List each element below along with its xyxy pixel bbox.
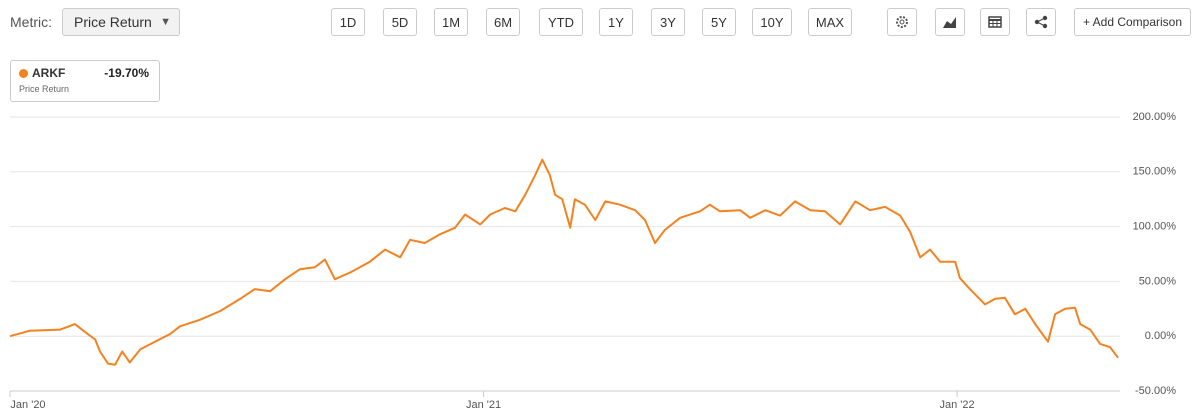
metric-dropdown[interactable]: Price Return ▼ bbox=[62, 8, 180, 36]
y-tick-label: -50.00% bbox=[1135, 385, 1176, 397]
chart-type-button[interactable] bbox=[935, 8, 965, 36]
y-tick-label: 0.00% bbox=[1145, 330, 1176, 342]
legend-swatch bbox=[19, 69, 28, 78]
legend-metric: Price Return bbox=[19, 84, 70, 94]
x-tick-label: Jan '22 bbox=[940, 399, 975, 411]
icon bbox=[988, 16, 1002, 28]
metric-label: Metric: bbox=[10, 14, 52, 30]
y-tick-label: 100.00% bbox=[1133, 221, 1177, 233]
range-button[interactable]: 5D bbox=[383, 8, 417, 36]
range-button[interactable]: 1Y bbox=[599, 8, 633, 36]
series-line bbox=[9, 158, 1119, 366]
share-button[interactable] bbox=[1026, 8, 1056, 36]
icon bbox=[943, 17, 956, 28]
range-button[interactable]: 5Y bbox=[702, 8, 736, 36]
range-button[interactable]: MAX bbox=[808, 8, 852, 36]
icon bbox=[1034, 15, 1048, 29]
settings-button[interactable] bbox=[887, 8, 917, 36]
x-tick-label: Jan '21 bbox=[466, 399, 501, 411]
add-comparison-button[interactable]: + Add Comparison bbox=[1074, 8, 1191, 36]
range-button[interactable]: 10Y bbox=[752, 8, 792, 36]
range-button[interactable]: 1M bbox=[434, 8, 468, 36]
y-tick-label: 50.00% bbox=[1139, 275, 1177, 287]
y-tick-label: 150.00% bbox=[1133, 166, 1177, 178]
range-button[interactable]: 6M bbox=[486, 8, 520, 36]
legend-box: ARKF -19.70% Price Return bbox=[10, 60, 160, 102]
range-button[interactable]: YTD bbox=[539, 8, 583, 36]
x-tick-label: Jan '20 bbox=[10, 399, 45, 411]
y-tick-label: 200.00% bbox=[1133, 111, 1177, 123]
range-button[interactable]: 3Y bbox=[651, 8, 685, 36]
table-button[interactable] bbox=[980, 8, 1010, 36]
legend-name: ARKF bbox=[32, 66, 66, 80]
metric-value: Price Return bbox=[74, 14, 152, 30]
legend-change: -19.70% bbox=[104, 66, 149, 80]
icon bbox=[896, 16, 908, 28]
dropdown-arrow: ▼ bbox=[160, 16, 171, 28]
range-button[interactable]: 1D bbox=[331, 8, 365, 36]
